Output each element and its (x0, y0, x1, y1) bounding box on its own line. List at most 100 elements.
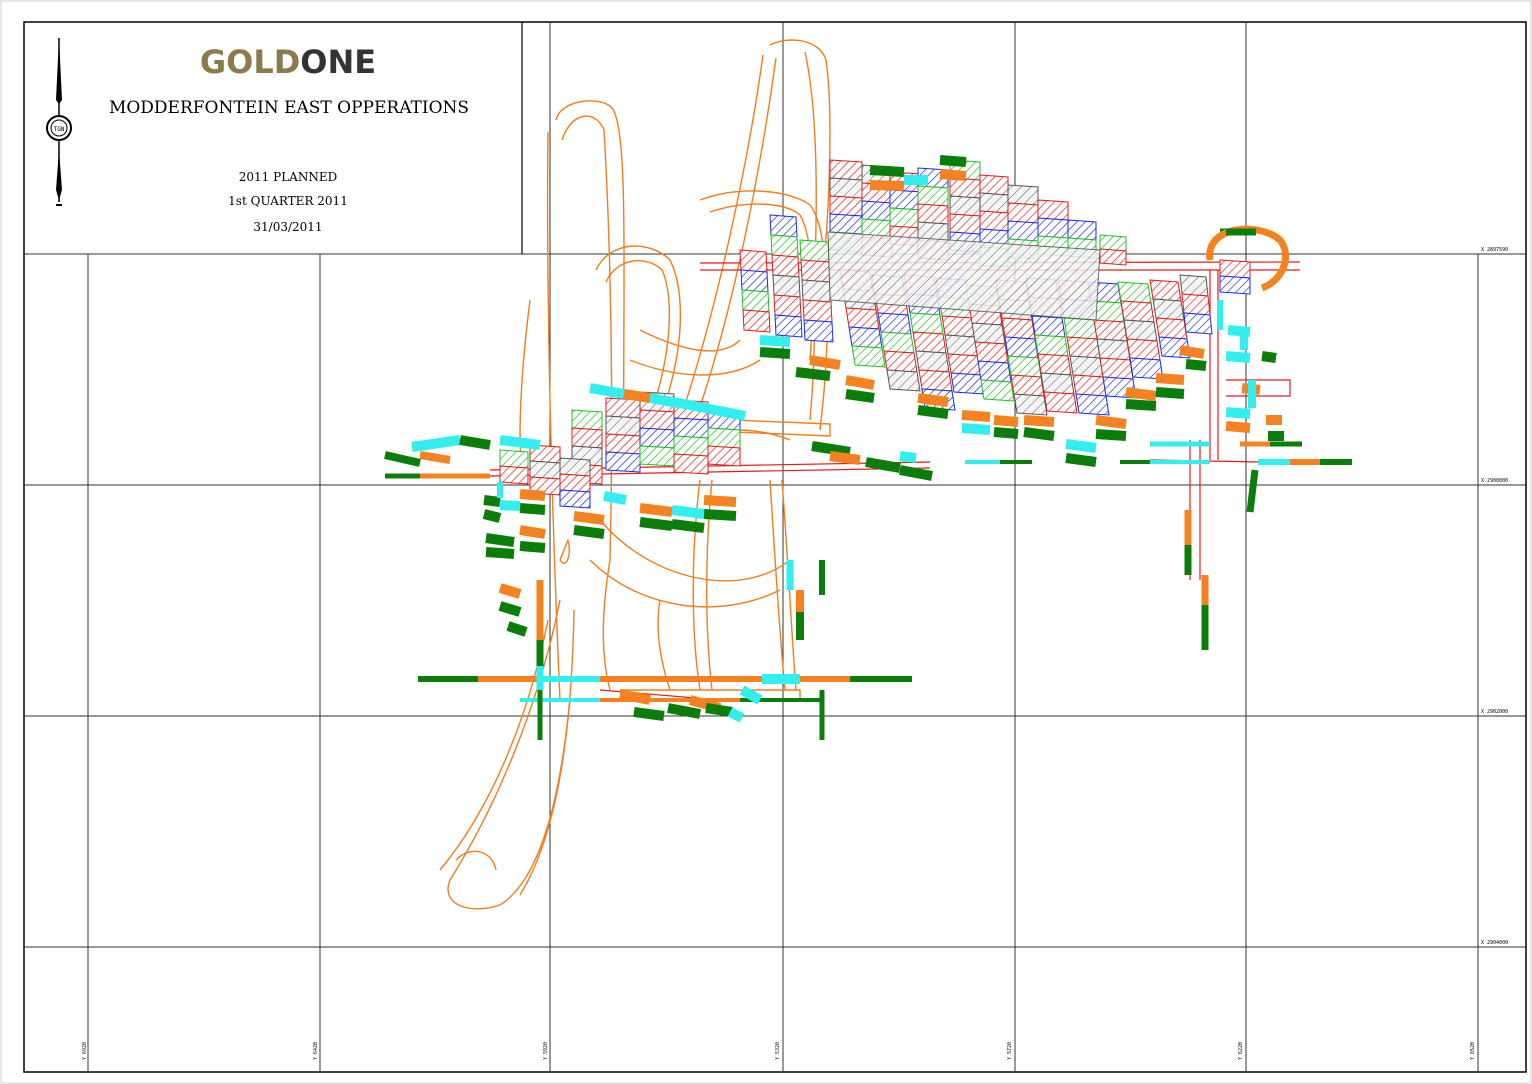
stope-block (800, 259, 831, 283)
ventilation-loop (1206, 225, 1290, 292)
north-seal-text: TGN (54, 126, 65, 133)
stope-block (947, 353, 982, 376)
development-segment (498, 583, 522, 599)
stope-block (801, 279, 832, 303)
stope-block (799, 239, 830, 263)
development-segment (714, 405, 746, 421)
grid-x-label: X 2900000 (1481, 478, 1508, 484)
development-segment (727, 707, 745, 723)
stope-block (851, 345, 886, 368)
development-segment (1225, 421, 1251, 433)
stope-block (1099, 248, 1127, 266)
logo-one-part: ONE (300, 43, 376, 81)
stope-block (739, 249, 768, 273)
stope-block (1152, 298, 1185, 321)
grid-x-label: X 2902000 (1481, 709, 1508, 715)
stope-block (1117, 281, 1152, 304)
development-segment (499, 500, 521, 511)
development-segment (639, 517, 673, 531)
development-segment (519, 503, 546, 515)
stope-block (827, 231, 1101, 321)
development-segment (899, 451, 917, 463)
north-arrow-icon: TGN (46, 38, 72, 206)
stope-block (499, 465, 529, 485)
development-segment (1246, 469, 1259, 513)
development-segment (498, 601, 522, 617)
stope-block (889, 207, 923, 229)
stope-block (605, 415, 641, 437)
development-segment (1023, 415, 1055, 427)
grid-y-label: Y 6420 (313, 1042, 319, 1060)
development-segment (419, 451, 451, 464)
development-segment (633, 707, 665, 721)
stope-block (974, 341, 1009, 364)
stope-block (883, 350, 918, 373)
grid-x-label: X 2904000 (1481, 940, 1508, 946)
stope-block (845, 307, 880, 330)
stope-block (1181, 293, 1211, 316)
stope-block (1099, 234, 1127, 252)
logo-gold-part: GOLD (200, 43, 300, 81)
stope-block (1183, 312, 1213, 335)
development-segment (1095, 429, 1127, 441)
stope-block (1063, 317, 1098, 340)
stope-block (979, 174, 1009, 196)
stope-block (1007, 220, 1039, 242)
development-segment (649, 393, 685, 409)
stope-block (944, 334, 979, 357)
stope-block (639, 445, 675, 467)
development-segment (639, 503, 673, 517)
development-segment (829, 451, 861, 465)
stope-block (1067, 219, 1097, 241)
development-segment (993, 415, 1019, 427)
development-segment (1065, 439, 1097, 453)
stope-block (1043, 391, 1078, 414)
grid-x-labels: X 2897590 X 2900000 X 2902000 X 2904000 (1481, 247, 1508, 946)
development-segment (483, 495, 501, 507)
stope-block (877, 312, 912, 335)
development-segment (603, 491, 627, 505)
development-segment (485, 547, 515, 559)
stope-block (769, 214, 798, 238)
stope-block (1037, 217, 1069, 239)
development-segment (993, 427, 1019, 439)
stope-block (499, 449, 529, 469)
stope-block (639, 427, 675, 449)
stope-block (971, 322, 1006, 345)
grid-y-label: Y 6520 (1470, 1042, 1476, 1060)
stope-block (605, 433, 641, 455)
development-segment (703, 495, 737, 507)
development-segment (589, 383, 625, 399)
development-segment (961, 410, 991, 422)
stope-block (772, 274, 801, 298)
stope-block (1219, 259, 1251, 279)
stope-block (949, 195, 981, 217)
development-segment (667, 703, 701, 719)
stope-block (909, 312, 944, 335)
development-segment (519, 541, 546, 553)
stope-block (1010, 374, 1045, 397)
grid-y-label: Y 6920 (82, 1042, 88, 1060)
stope-block (1007, 355, 1042, 378)
stope-blocks (499, 159, 1251, 509)
stope-block (673, 453, 709, 475)
stope-block (829, 177, 863, 199)
stope-block (886, 369, 921, 392)
development-segment (759, 347, 791, 359)
development-segment (1185, 359, 1207, 371)
stope-block (912, 331, 947, 354)
development-segment (705, 703, 733, 717)
development-segment (917, 393, 949, 407)
development-segment (1225, 407, 1251, 419)
stope-block (773, 294, 802, 318)
stope-block (707, 427, 741, 449)
stope-block (1179, 274, 1209, 297)
development-segment (869, 165, 905, 177)
stope-block (1096, 338, 1131, 361)
stope-block (571, 409, 603, 431)
stope-block (639, 409, 675, 431)
grid-y-labels: Y 6920 Y 6420 Y 5920 Y 5320 Y 5720 Y 622… (82, 1042, 1476, 1060)
company-logo: GOLDONE (200, 43, 376, 81)
stope-block (770, 234, 799, 258)
development-segment (482, 509, 502, 523)
